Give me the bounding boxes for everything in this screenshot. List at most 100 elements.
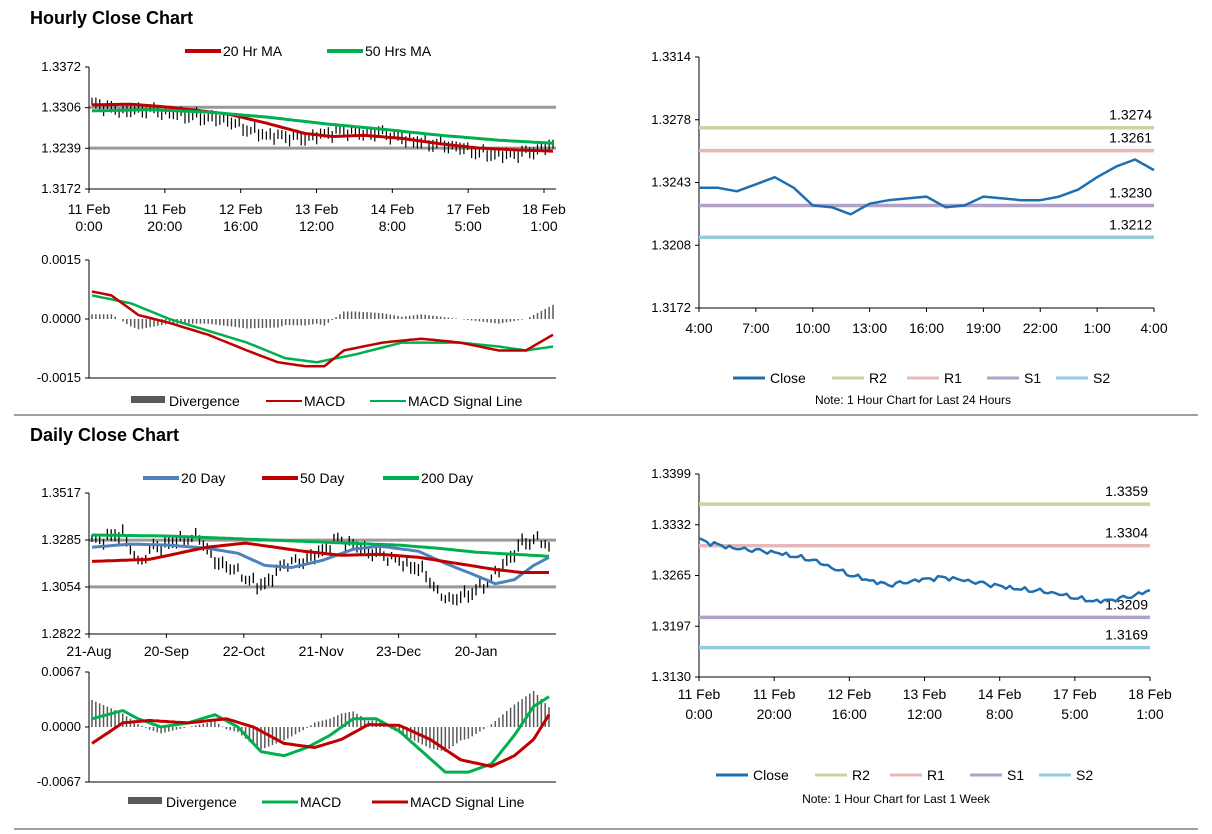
hourly-price-x-tick-label: 14 Feb xyxy=(371,201,415,217)
daily-pivot-x-tick-label: 1:00 xyxy=(1136,706,1163,722)
hourly-pivot-y-tick-label: 1.3278 xyxy=(651,112,691,127)
hourly-price-x-tick-label: 17 Feb xyxy=(446,201,490,217)
hourly-price-x-tick-label: 18 Feb xyxy=(522,201,566,217)
daily-price-y-tick-label: 1.3285 xyxy=(41,532,81,547)
legend-hourly-signal-label: MACD Signal Line xyxy=(408,393,523,409)
daily-pivot-close-line xyxy=(698,537,1151,604)
hourly-ma-line-20 xyxy=(92,102,554,153)
daily-section-title: Daily Close Chart xyxy=(30,425,180,445)
hourly-pivot-y-tick-label: 1.3314 xyxy=(651,49,691,64)
hourly-pivot-legend-label-close: Close xyxy=(770,370,806,386)
hourly-price-x-tick-label: 5:00 xyxy=(455,218,482,234)
daily-pivot-x-tick-label: 18 Feb xyxy=(1128,686,1172,702)
hourly-pivot-x-tick-label: 4:00 xyxy=(1140,320,1167,336)
daily-macd-y-tick-label: 0.0000 xyxy=(41,719,81,734)
legend-hourly-divergence-label: Divergence xyxy=(169,393,240,409)
daily-pivot-x-tick-label: 17 Feb xyxy=(1053,686,1097,702)
hourly-price-x-tick-label: 0:00 xyxy=(75,218,102,234)
hourly-price-y-tick-label: 1.3172 xyxy=(41,181,81,196)
legend-200-day-label: 200 Day xyxy=(421,470,473,486)
daily-macd-signal-line xyxy=(91,713,551,768)
daily-price-x-tick-label: 20-Sep xyxy=(144,643,189,659)
hourly-pivot-x-tick-label: 22:00 xyxy=(1023,320,1058,336)
hourly-macd-line xyxy=(91,290,554,368)
daily-pivot-note: Note: 1 Hour Chart for Last 1 Week xyxy=(802,792,991,806)
legend-20hr-ma-label: 20 Hr MA xyxy=(223,43,283,59)
hourly-price-y-tick-label: 1.3306 xyxy=(41,100,81,115)
section-divider xyxy=(14,414,1198,416)
daily-pivot-legend-label-s2: S2 xyxy=(1076,767,1093,783)
hourly-price-x-tick-label: 8:00 xyxy=(379,218,406,234)
daily-pivot-x-tick-label: 5:00 xyxy=(1061,706,1088,722)
daily-macd-y-tick-label: 0.0067 xyxy=(41,664,81,679)
daily-price-y-tick-label: 1.3054 xyxy=(41,579,81,594)
hourly-price-x-tick-label: 13 Feb xyxy=(295,201,339,217)
hourly-pivot-legend-label-r2: R2 xyxy=(869,370,887,386)
hourly-price-y-tick-label: 1.3239 xyxy=(41,140,81,155)
hourly-pivot-y-tick-label: 1.3243 xyxy=(651,175,691,190)
daily-pivot-legend-label-r2: R2 xyxy=(852,767,870,783)
daily-pivot-x-tick-label: 12 Feb xyxy=(828,686,872,702)
hourly-section-title: Hourly Close Chart xyxy=(30,8,194,28)
hourly-pivot-x-tick-label: 1:00 xyxy=(1084,320,1111,336)
daily-macd-line xyxy=(91,695,550,774)
daily-price-x-tick-label: 21-Nov xyxy=(299,643,344,659)
daily-pivot-x-tick-label: 0:00 xyxy=(685,706,712,722)
daily-ma-line-50-day xyxy=(91,541,549,574)
daily-price-x-tick-label: 23-Dec xyxy=(376,643,421,659)
daily-price-y-tick-label: 1.2822 xyxy=(41,626,81,641)
legend-hourly-macd-label: MACD xyxy=(304,393,345,409)
hourly-pivot-x-tick-label: 7:00 xyxy=(742,320,769,336)
hourly-pivot-level-label-s1: 1.3230 xyxy=(1109,184,1152,200)
hourly-macd-signal-line xyxy=(91,294,554,364)
hourly-pivot-x-tick-label: 4:00 xyxy=(685,320,712,336)
daily-macd-y-tick-label: -0.0067 xyxy=(37,774,81,789)
hourly-pivot-close-line xyxy=(699,158,1155,216)
legend-20-day-label: 20 Day xyxy=(181,470,225,486)
bottom-divider xyxy=(14,828,1198,830)
hourly-pivot-x-tick-label: 10:00 xyxy=(795,320,830,336)
hourly-macd-y-tick-label: -0.0015 xyxy=(37,370,81,385)
daily-pivot-y-tick-label: 1.3197 xyxy=(651,618,691,633)
hourly-pivot-note: Note: 1 Hour Chart for Last 24 Hours xyxy=(815,393,1011,407)
hourly-price-x-tick-label: 1:00 xyxy=(530,218,557,234)
daily-pivot-x-tick-label: 14 Feb xyxy=(978,686,1022,702)
daily-pivot-x-tick-label: 16:00 xyxy=(832,706,867,722)
daily-pivot-level-label-r1: 1.3304 xyxy=(1105,525,1148,541)
daily-pivot-x-tick-label: 8:00 xyxy=(986,706,1013,722)
legend-50-day-label: 50 Day xyxy=(300,470,344,486)
hourly-pivot-y-tick-label: 1.3172 xyxy=(651,300,691,315)
hourly-macd-y-tick-label: 0.0000 xyxy=(41,311,81,326)
legend-daily-signal-label: MACD Signal Line xyxy=(410,794,525,810)
hourly-price-x-tick-label: 20:00 xyxy=(147,218,182,234)
hourly-price-x-tick-label: 11 Feb xyxy=(68,201,111,217)
hourly-pivot-level-label-r2: 1.3274 xyxy=(1109,107,1152,123)
legend-hourly-divergence-swatch xyxy=(131,396,165,403)
daily-pivot-x-tick-label: 11 Feb xyxy=(678,686,721,702)
hourly-pivot-x-tick-label: 19:00 xyxy=(966,320,1001,336)
hourly-pivot-legend-label-s1: S1 xyxy=(1024,370,1041,386)
hourly-pivot-x-tick-label: 16:00 xyxy=(909,320,944,336)
hourly-pivot-legend-label-s2: S2 xyxy=(1093,370,1110,386)
daily-pivot-level-label-s2: 1.3169 xyxy=(1105,627,1148,643)
daily-pivot-legend-label-r1: R1 xyxy=(927,767,945,783)
daily-price-x-tick-label: 21-Aug xyxy=(66,643,111,659)
hourly-pivot-level-label-r1: 1.3261 xyxy=(1109,130,1152,146)
hourly-price-x-tick-label: 11 Feb xyxy=(144,201,187,217)
daily-pivot-y-tick-label: 1.3265 xyxy=(651,568,691,583)
daily-price-x-tick-label: 22-Oct xyxy=(223,643,265,659)
hourly-price-y-tick-label: 1.3372 xyxy=(41,59,81,74)
legend-daily-divergence-swatch xyxy=(128,797,162,804)
legend-50hrs-ma-label: 50 Hrs MA xyxy=(365,43,432,59)
daily-pivot-y-tick-label: 1.3399 xyxy=(651,466,691,481)
hourly-price-x-tick-label: 12:00 xyxy=(299,218,334,234)
daily-pivot-legend-label-close: Close xyxy=(753,767,789,783)
daily-ma-line-20-day xyxy=(91,542,550,586)
daily-price-y-tick-label: 1.3517 xyxy=(41,485,81,500)
hourly-ma-line-50 xyxy=(91,108,554,145)
daily-pivot-x-tick-label: 13 Feb xyxy=(903,686,947,702)
hourly-pivot-level-label-s2: 1.3212 xyxy=(1109,216,1152,232)
hourly-pivot-legend-label-r1: R1 xyxy=(944,370,962,386)
hourly-pivot-y-tick-label: 1.3208 xyxy=(651,237,691,252)
